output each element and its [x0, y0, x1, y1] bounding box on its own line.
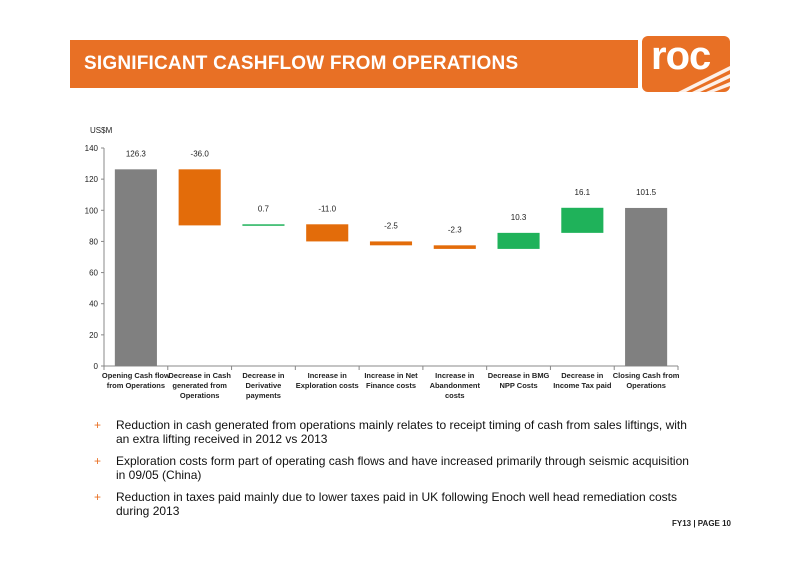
y-tick-label: 80 [89, 237, 98, 246]
y-tick-label: 20 [89, 331, 98, 340]
bullet-item: + Reduction in taxes paid mainly due to … [94, 490, 694, 518]
data-label: 10.3 [511, 213, 527, 222]
plus-icon: + [94, 418, 102, 432]
x-tick-label: Abandonment [430, 381, 481, 390]
bullet-text: Reduction in taxes paid mainly due to lo… [116, 490, 677, 518]
y-axis-label: US$M [90, 126, 113, 135]
waterfall-bar [178, 169, 221, 226]
slide-title: SIGNIFICANT CASHFLOW FROM OPERATIONS [84, 53, 519, 74]
data-label: -2.3 [448, 225, 462, 234]
waterfall-bar [625, 207, 668, 366]
y-tick-label: 140 [85, 144, 99, 153]
waterfall-bar [497, 232, 540, 249]
x-tick-label: Decrease in [242, 371, 285, 380]
waterfall-bar [369, 241, 413, 246]
waterfall-bar [306, 224, 349, 242]
x-tick-label: Increase in Net [364, 371, 418, 380]
waterfall-bar [433, 245, 476, 249]
data-label: -2.5 [384, 221, 398, 230]
data-label: 0.7 [258, 204, 270, 213]
x-tick-label: payments [246, 391, 281, 400]
plus-icon: + [94, 454, 102, 468]
x-tick-label: from Operations [107, 381, 165, 390]
x-tick-label: Income Tax paid [553, 381, 612, 390]
waterfall-bar [242, 224, 285, 226]
y-tick-label: 40 [89, 300, 98, 309]
data-label: 16.1 [575, 188, 591, 197]
x-tick-label: generated from [172, 381, 227, 390]
y-tick-label: 60 [89, 269, 98, 278]
waterfall-chart: US$M 0 20 40 60 80 100 120 140 126.3 -36.0 0.7 -11… [85, 126, 680, 400]
x-tick-label: Operations [626, 381, 666, 390]
bars [114, 169, 668, 366]
x-tick-label: Decrease in Cash [168, 371, 231, 380]
waterfall-bar [114, 169, 157, 366]
data-label: 126.3 [126, 149, 147, 158]
x-tick-label: NPP Costs [499, 381, 537, 390]
bullet-text: Reduction in cash generated from operati… [116, 418, 687, 446]
x-tick-label: Decrease in [561, 371, 604, 380]
bullet-item: + Exploration costs form part of operati… [94, 454, 694, 482]
y-axis: 0 20 40 60 80 100 120 140 [85, 144, 679, 371]
value-labels: 126.3 -36.0 0.7 -11.0 -2.5 -2.3 10.3 16.1 101.5 [126, 149, 657, 234]
roc-logo: roc [642, 36, 730, 92]
data-label: -36.0 [191, 149, 210, 158]
x-tick-label: Decrease in BMG [488, 371, 550, 380]
x-tick-label: Increase in [308, 371, 348, 380]
data-label: -11.0 [318, 204, 336, 213]
y-tick-label: 120 [85, 175, 99, 184]
x-tick-label: Derivative [246, 381, 282, 390]
page-footer: FY13 | PAGE 10 [672, 519, 732, 528]
x-tick-label: Finance costs [366, 381, 416, 390]
y-tick-label: 100 [85, 206, 99, 215]
x-tick-label: Closing Cash from [613, 371, 680, 380]
x-tick-label: costs [445, 391, 465, 400]
title-bar: SIGNIFICANT CASHFLOW FROM OPERATIONS [70, 40, 638, 88]
x-tick-label: Opening Cash flow [102, 371, 170, 380]
y-tick-label: 0 [94, 362, 99, 371]
logo-text: roc [651, 36, 711, 78]
waterfall-bar [561, 207, 604, 233]
x-tick-label: Operations [180, 391, 220, 400]
plus-icon: + [94, 490, 102, 504]
x-tick-label: Exploration costs [296, 381, 359, 390]
bullet-text: Exploration costs form part of operating… [116, 454, 689, 482]
bullet-item: + Reduction in cash generated from opera… [94, 418, 694, 446]
logo-stripes-icon [678, 66, 730, 92]
data-label: 101.5 [636, 188, 657, 197]
bullet-list: + Reduction in cash generated from opera… [94, 418, 694, 526]
x-tick-label: Increase in [435, 371, 475, 380]
